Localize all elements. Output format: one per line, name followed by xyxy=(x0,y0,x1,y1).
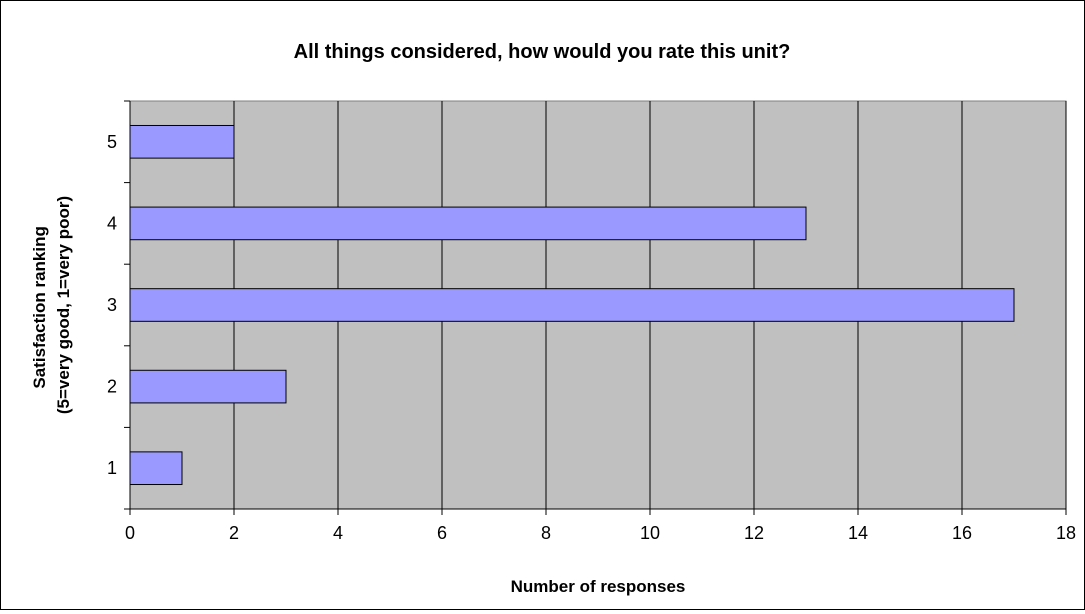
bar-1 xyxy=(129,451,183,486)
x-axis-title: Number of responses xyxy=(511,577,686,596)
bar-5 xyxy=(129,124,235,159)
x-tick-label-12: 12 xyxy=(744,523,764,543)
y-tick-label-2: 2 xyxy=(107,377,117,397)
bar-4 xyxy=(129,206,807,241)
y-axis-title: Satisfaction ranking (5=very good, 1=ver… xyxy=(30,196,73,414)
y-tick-label-5: 5 xyxy=(107,132,117,152)
y-tick-label-1: 1 xyxy=(107,458,117,478)
axes xyxy=(124,100,1067,515)
x-tick-labels: 0 2 4 6 8 10 12 14 16 18 xyxy=(125,523,1076,543)
bar-3 xyxy=(129,288,1015,322)
y-tick-label-3: 3 xyxy=(107,295,117,315)
x-tick-label-18: 18 xyxy=(1056,523,1076,543)
y-tick-label-4: 4 xyxy=(107,213,117,233)
x-tick-label-2: 2 xyxy=(229,523,239,543)
x-tick-label-14: 14 xyxy=(848,523,868,543)
x-tick-label-4: 4 xyxy=(333,523,343,543)
bars xyxy=(129,124,1015,486)
chart-title: All things considered, how would you rat… xyxy=(294,41,791,63)
y-axis-title-line-1: Satisfaction ranking xyxy=(30,226,49,388)
x-tick-label-0: 0 xyxy=(125,523,135,543)
x-tick-label-8: 8 xyxy=(541,523,551,543)
x-tick-label-6: 6 xyxy=(437,523,447,543)
y-axis-title-line-2: (5=very good, 1=very poor) xyxy=(54,196,73,414)
bar-2 xyxy=(129,369,287,404)
y-tick-labels: 1 2 3 4 5 xyxy=(107,132,117,478)
x-tick-label-10: 10 xyxy=(640,523,660,543)
x-tick-label-16: 16 xyxy=(952,523,972,543)
